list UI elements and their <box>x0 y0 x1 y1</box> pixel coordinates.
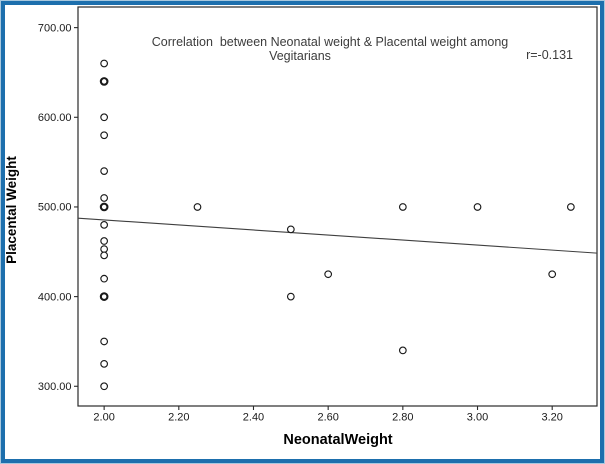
data-point <box>286 292 295 301</box>
data-point <box>100 245 109 253</box>
x-tick-label: 2.20 <box>168 412 189 424</box>
x-tick-label: 2.60 <box>317 412 338 424</box>
x-tick-label: 2.00 <box>93 412 114 424</box>
data-points-layer <box>99 59 575 391</box>
data-point <box>99 292 109 301</box>
correlation-annotation: r=-0.131 <box>526 48 573 62</box>
x-tick-label: 3.00 <box>467 412 488 424</box>
data-point <box>193 203 202 211</box>
y-tick-label: 700.00 <box>38 22 72 34</box>
axis-ticks: 2.00 2.20 2.40 2.60 2.80 3.00 3.20 300.00 400.00… <box>38 22 563 423</box>
data-point <box>398 346 407 355</box>
y-tick-label: 600.00 <box>38 112 72 124</box>
data-point <box>100 274 109 283</box>
data-point <box>566 203 575 211</box>
data-point <box>100 167 109 175</box>
data-point <box>99 202 109 212</box>
x-axis-title: NeonatalWeight <box>283 432 392 448</box>
data-point <box>100 221 109 229</box>
data-point <box>100 337 109 346</box>
data-point <box>100 194 109 202</box>
data-point <box>548 270 557 279</box>
plot-frame <box>77 6 598 407</box>
y-tick-label: 300.00 <box>38 381 72 393</box>
x-tick-label: 2.80 <box>392 412 413 424</box>
x-tick-label: 2.40 <box>243 412 264 424</box>
y-tick-label: 400.00 <box>38 291 72 303</box>
chart-title-line1: Correlation between Neonatal weight & Pl… <box>152 35 509 49</box>
data-point <box>398 203 407 211</box>
regression-line <box>77 217 598 254</box>
data-point <box>99 77 109 86</box>
data-point <box>473 203 482 211</box>
x-tick-label: 3.20 <box>541 412 562 424</box>
y-axis-title: Placental Weight <box>4 156 19 264</box>
data-point <box>324 270 333 279</box>
data-point <box>100 251 109 260</box>
data-point <box>100 359 109 368</box>
data-point <box>100 131 109 140</box>
chart-title-line2: Vegitarians <box>269 49 331 63</box>
y-tick-label: 500.00 <box>38 202 72 214</box>
data-point <box>100 59 109 68</box>
data-point <box>100 237 109 245</box>
data-point <box>286 225 295 234</box>
data-point <box>100 382 109 391</box>
regression-line-layer <box>77 217 598 254</box>
data-point <box>100 113 109 122</box>
